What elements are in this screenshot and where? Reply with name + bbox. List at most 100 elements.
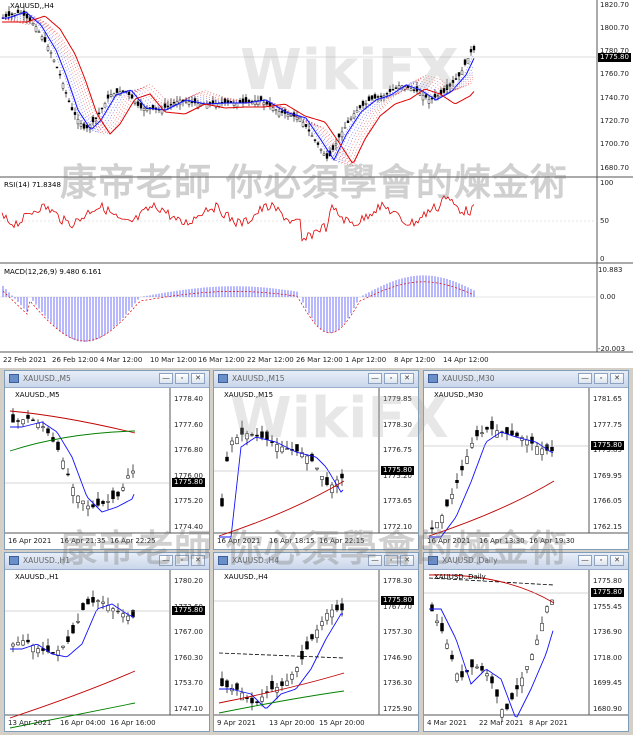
candle xyxy=(73,107,77,120)
window-titlebar[interactable]: XAUUSD.,M15 — ▫ ✕ xyxy=(214,371,418,388)
date-tick: 8 Apr 2021 xyxy=(529,719,568,727)
candle xyxy=(520,435,524,447)
macd-tick: -20.003 xyxy=(598,345,626,353)
window-titlebar[interactable]: XAUUSD.,H4 — ▫ ✕ xyxy=(214,553,418,570)
ma-red xyxy=(428,574,555,604)
candle xyxy=(91,500,95,509)
minimize-button[interactable]: — xyxy=(159,555,173,566)
window-price-plot[interactable] xyxy=(424,371,628,549)
candle xyxy=(424,92,428,100)
candle xyxy=(118,86,122,96)
rsi-line xyxy=(1,195,475,242)
price-tick: 1776.00 xyxy=(174,471,203,480)
close-button[interactable]: ✕ xyxy=(400,373,414,384)
window-price-plot[interactable] xyxy=(424,553,628,731)
chart-window-xauusdh4[interactable]: XAUUSD.,H4 — ▫ ✕ XAUUSD.,H4 1778.30 1767.7… xyxy=(213,552,419,732)
date-tick: 9 Apr 2021 xyxy=(217,719,256,727)
candle xyxy=(472,44,476,53)
ma-blue xyxy=(10,421,135,513)
minimize-button[interactable]: — xyxy=(368,555,382,566)
restore-button[interactable]: ▫ xyxy=(384,373,398,384)
candle xyxy=(335,599,339,613)
candle xyxy=(305,636,309,650)
close-button[interactable]: ✕ xyxy=(610,373,624,384)
chart-window-xauusdm5[interactable]: XAUUSD.,M5 — ▫ ✕ XAUUSD.,M5 1778.40 1777.6… xyxy=(4,370,210,550)
restore-button[interactable]: ▫ xyxy=(384,555,398,566)
candle xyxy=(460,66,464,75)
window-price-plot[interactable] xyxy=(5,371,209,549)
close-button[interactable]: ✕ xyxy=(191,373,205,384)
window-price-plot[interactable] xyxy=(5,553,209,731)
rsi-tick: 100 xyxy=(600,179,614,187)
minimize-button[interactable]: — xyxy=(159,373,173,384)
main-chart-panel[interactable]: XAUUSD,,H4 1820.70 1800.70 1780.70 1760.… xyxy=(0,0,633,368)
candle xyxy=(271,103,275,113)
candle xyxy=(316,141,320,148)
candle xyxy=(310,132,314,138)
candle xyxy=(240,420,244,442)
candle xyxy=(49,50,53,59)
restore-button[interactable]: ▫ xyxy=(594,373,608,384)
candle xyxy=(220,493,224,508)
candle xyxy=(315,624,319,643)
chart-title: XAUUSD.,M5 xyxy=(15,391,60,399)
window-price-plot[interactable] xyxy=(214,553,418,731)
window-titlebar[interactable]: XAUUSD.,H1 — ▫ ✕ xyxy=(5,553,209,570)
candle xyxy=(391,84,395,91)
date-tick: 16 Apr 21:35 xyxy=(60,537,106,545)
candle xyxy=(7,6,11,20)
close-button[interactable]: ✕ xyxy=(610,555,624,566)
candle xyxy=(51,432,55,443)
close-button[interactable]: ✕ xyxy=(191,555,205,566)
chart-window-xauusdm30[interactable]: XAUUSD.,M30 — ▫ ✕ XAUUSD.,M30 1781.65 1777… xyxy=(423,370,629,550)
price-tick: 1780.20 xyxy=(174,577,203,585)
window-title: XAUUSD.,M15 xyxy=(232,374,285,383)
minimize-button[interactable]: — xyxy=(578,555,592,566)
macd-signal xyxy=(2,281,475,342)
price-tick: 1769.95 xyxy=(593,471,622,480)
candle xyxy=(388,85,392,95)
candle xyxy=(280,677,284,691)
restore-button[interactable]: ▫ xyxy=(175,373,189,384)
window-titlebar[interactable]: XAUUSD.,M30 — ▫ ✕ xyxy=(424,371,628,388)
restore-button[interactable]: ▫ xyxy=(594,555,608,566)
price-tick: 1757.30 xyxy=(383,628,412,637)
ma-red xyxy=(2,15,475,164)
restore-button[interactable]: ▫ xyxy=(175,555,189,566)
candle xyxy=(100,107,104,114)
candle xyxy=(103,101,107,108)
candle xyxy=(26,410,30,423)
candle xyxy=(126,468,130,479)
chart-window-xauusdm15[interactable]: XAUUSD.,M15 — ▫ ✕ XAUUSD.,M15 1779.85 1778… xyxy=(213,370,419,550)
current-price-label: 1775.80 xyxy=(591,441,624,450)
candle xyxy=(435,614,439,627)
minimize-button[interactable]: — xyxy=(578,373,592,384)
candle xyxy=(130,93,134,99)
candle xyxy=(96,491,100,508)
main-date-tick: 1 Apr 12:00 xyxy=(345,356,387,364)
candle xyxy=(101,499,105,507)
main-date-tick: 22 Mar 12:00 xyxy=(247,356,294,364)
main-date-tick: 26 Feb 12:00 xyxy=(52,356,98,364)
ma-red xyxy=(218,672,345,704)
main-price-plot[interactable] xyxy=(0,0,633,368)
candle xyxy=(235,682,239,696)
price-tick: 1775.20 xyxy=(383,471,412,480)
chart-window-xauusdh1[interactable]: XAUUSD.,H1 — ▫ ✕ XAUUSD.,H11780.201773.6… xyxy=(4,552,210,732)
chart-window-xauusddaily[interactable]: XAUUSD.,Daily — ▫ ✕ XAUUSD.,Daily 1775.80… xyxy=(423,552,629,732)
date-tick: 15 Apr 20:00 xyxy=(319,719,365,727)
window-price-plot[interactable] xyxy=(214,371,418,549)
candle xyxy=(550,440,554,457)
candle xyxy=(355,106,359,113)
candle xyxy=(440,616,444,634)
window-titlebar[interactable]: XAUUSD.,Daily — ▫ ✕ xyxy=(424,553,628,570)
candle xyxy=(320,476,324,487)
chart-title: XAUUSD.,Daily xyxy=(434,573,486,581)
window-titlebar[interactable]: XAUUSD.,M5 — ▫ ✕ xyxy=(5,371,209,388)
minimize-button[interactable]: — xyxy=(368,373,382,384)
close-button[interactable]: ✕ xyxy=(400,555,414,566)
price-tick: 1680.90 xyxy=(593,705,622,713)
candle xyxy=(325,472,329,487)
candle xyxy=(16,636,20,646)
window-title: XAUUSD.,M5 xyxy=(23,374,71,383)
